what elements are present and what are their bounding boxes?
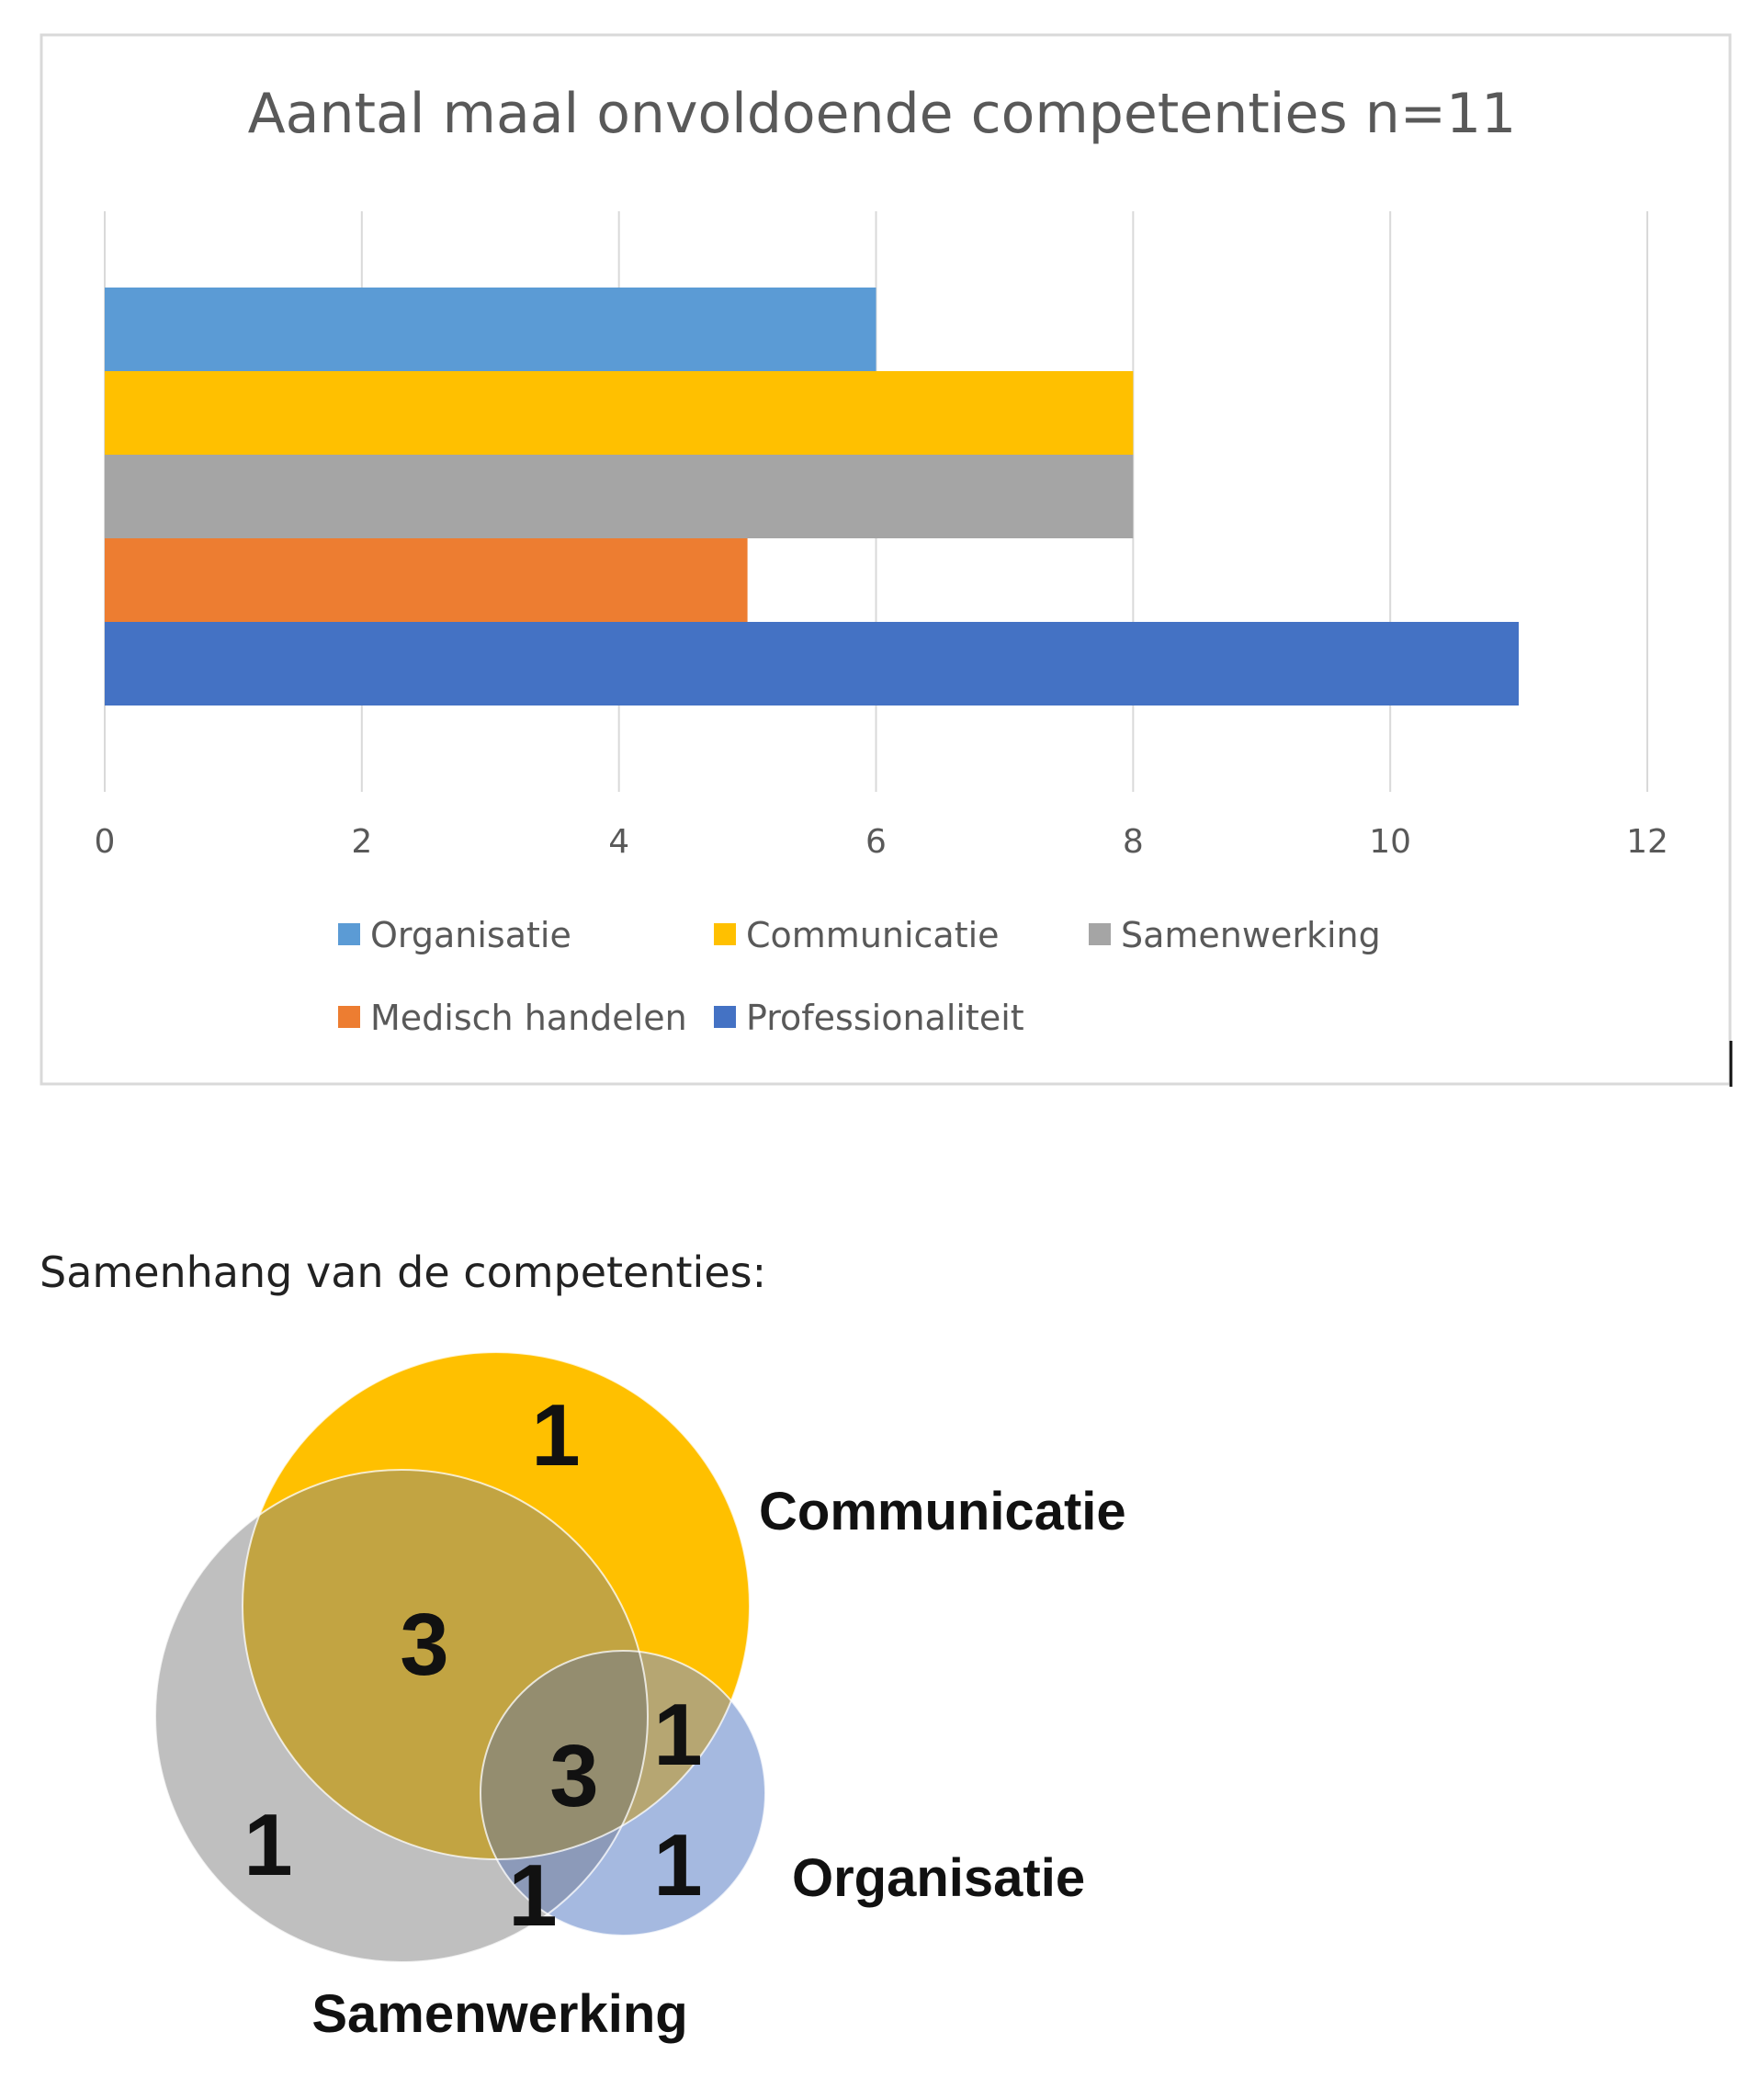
bar-communicatie — [105, 371, 1134, 455]
x-tick-label: 4 — [608, 823, 629, 861]
x-tick-label: 10 — [1369, 823, 1411, 861]
venn-count-organisatie-only: 1 — [653, 1816, 702, 1914]
legend-swatch — [714, 923, 736, 945]
venn-outline-organisatie — [480, 1650, 766, 1936]
x-tick-label: 2 — [351, 823, 372, 861]
bars — [105, 288, 1520, 706]
legend-swatch — [714, 1006, 736, 1028]
bar-chart: Aantal maal onvoldoende competenties n=1… — [40, 33, 1733, 1087]
venn-count-communicatie-only: 1 — [531, 1386, 580, 1484]
x-tick-label: 8 — [1123, 823, 1144, 861]
legend-label: Organisatie — [370, 915, 571, 955]
legend-item-medisch-handelen: Medisch handelen — [338, 998, 687, 1038]
legend-label: Communicatie — [746, 915, 1000, 955]
venn-count-communicatie-organisatie: 1 — [653, 1686, 702, 1784]
legend-swatch — [1089, 923, 1111, 945]
legend-item-samenwerking: Samenwerking — [1089, 915, 1381, 955]
legend-swatch — [338, 923, 360, 945]
legend-label: Professionaliteit — [746, 998, 1024, 1038]
legend-item-professionaliteit: Professionaliteit — [714, 998, 1024, 1038]
venn-label-samenwerking: Samenwerking — [311, 1984, 687, 2044]
bar-medisch-handelen — [105, 538, 748, 622]
bar-samenwerking — [105, 455, 1134, 538]
legend-item-communicatie: Communicatie — [714, 915, 1000, 955]
venn-label-communicatie: Communicatie — [759, 1482, 1126, 1541]
venn-count-samenwerking-only: 1 — [243, 1796, 292, 1894]
venn-heading: Samenhang van de competenties: — [40, 1247, 767, 1297]
x-tick-label: 12 — [1626, 823, 1668, 861]
legend-label: Samenwerking — [1121, 915, 1381, 955]
x-tick-label: 6 — [865, 823, 887, 861]
venn-outline-samenwerking — [154, 1469, 649, 1963]
venn-label-organisatie: Organisatie — [792, 1848, 1085, 1908]
venn-count-all-three: 3 — [549, 1727, 598, 1825]
legend: Organisatie Communicatie Samenwerking Medis… — [338, 915, 1381, 1038]
bar-organisatie — [105, 288, 876, 371]
legend-item-organisatie: Organisatie — [338, 915, 571, 955]
legend-swatch — [338, 1006, 360, 1028]
venn-count-communicatie-samenwerking: 3 — [400, 1596, 448, 1694]
venn-count-samenwerking-organisatie: 1 — [508, 1846, 557, 1945]
chart-title: Aantal maal onvoldoende competenties n=1… — [248, 82, 1517, 146]
bar-professionaliteit — [105, 622, 1520, 706]
x-axis-ticks: 0 2 4 6 8 10 12 — [95, 823, 1668, 861]
legend-label: Medisch handelen — [370, 998, 687, 1038]
x-tick-label: 0 — [95, 823, 116, 861]
venn-overlap-all — [481, 1651, 648, 1859]
